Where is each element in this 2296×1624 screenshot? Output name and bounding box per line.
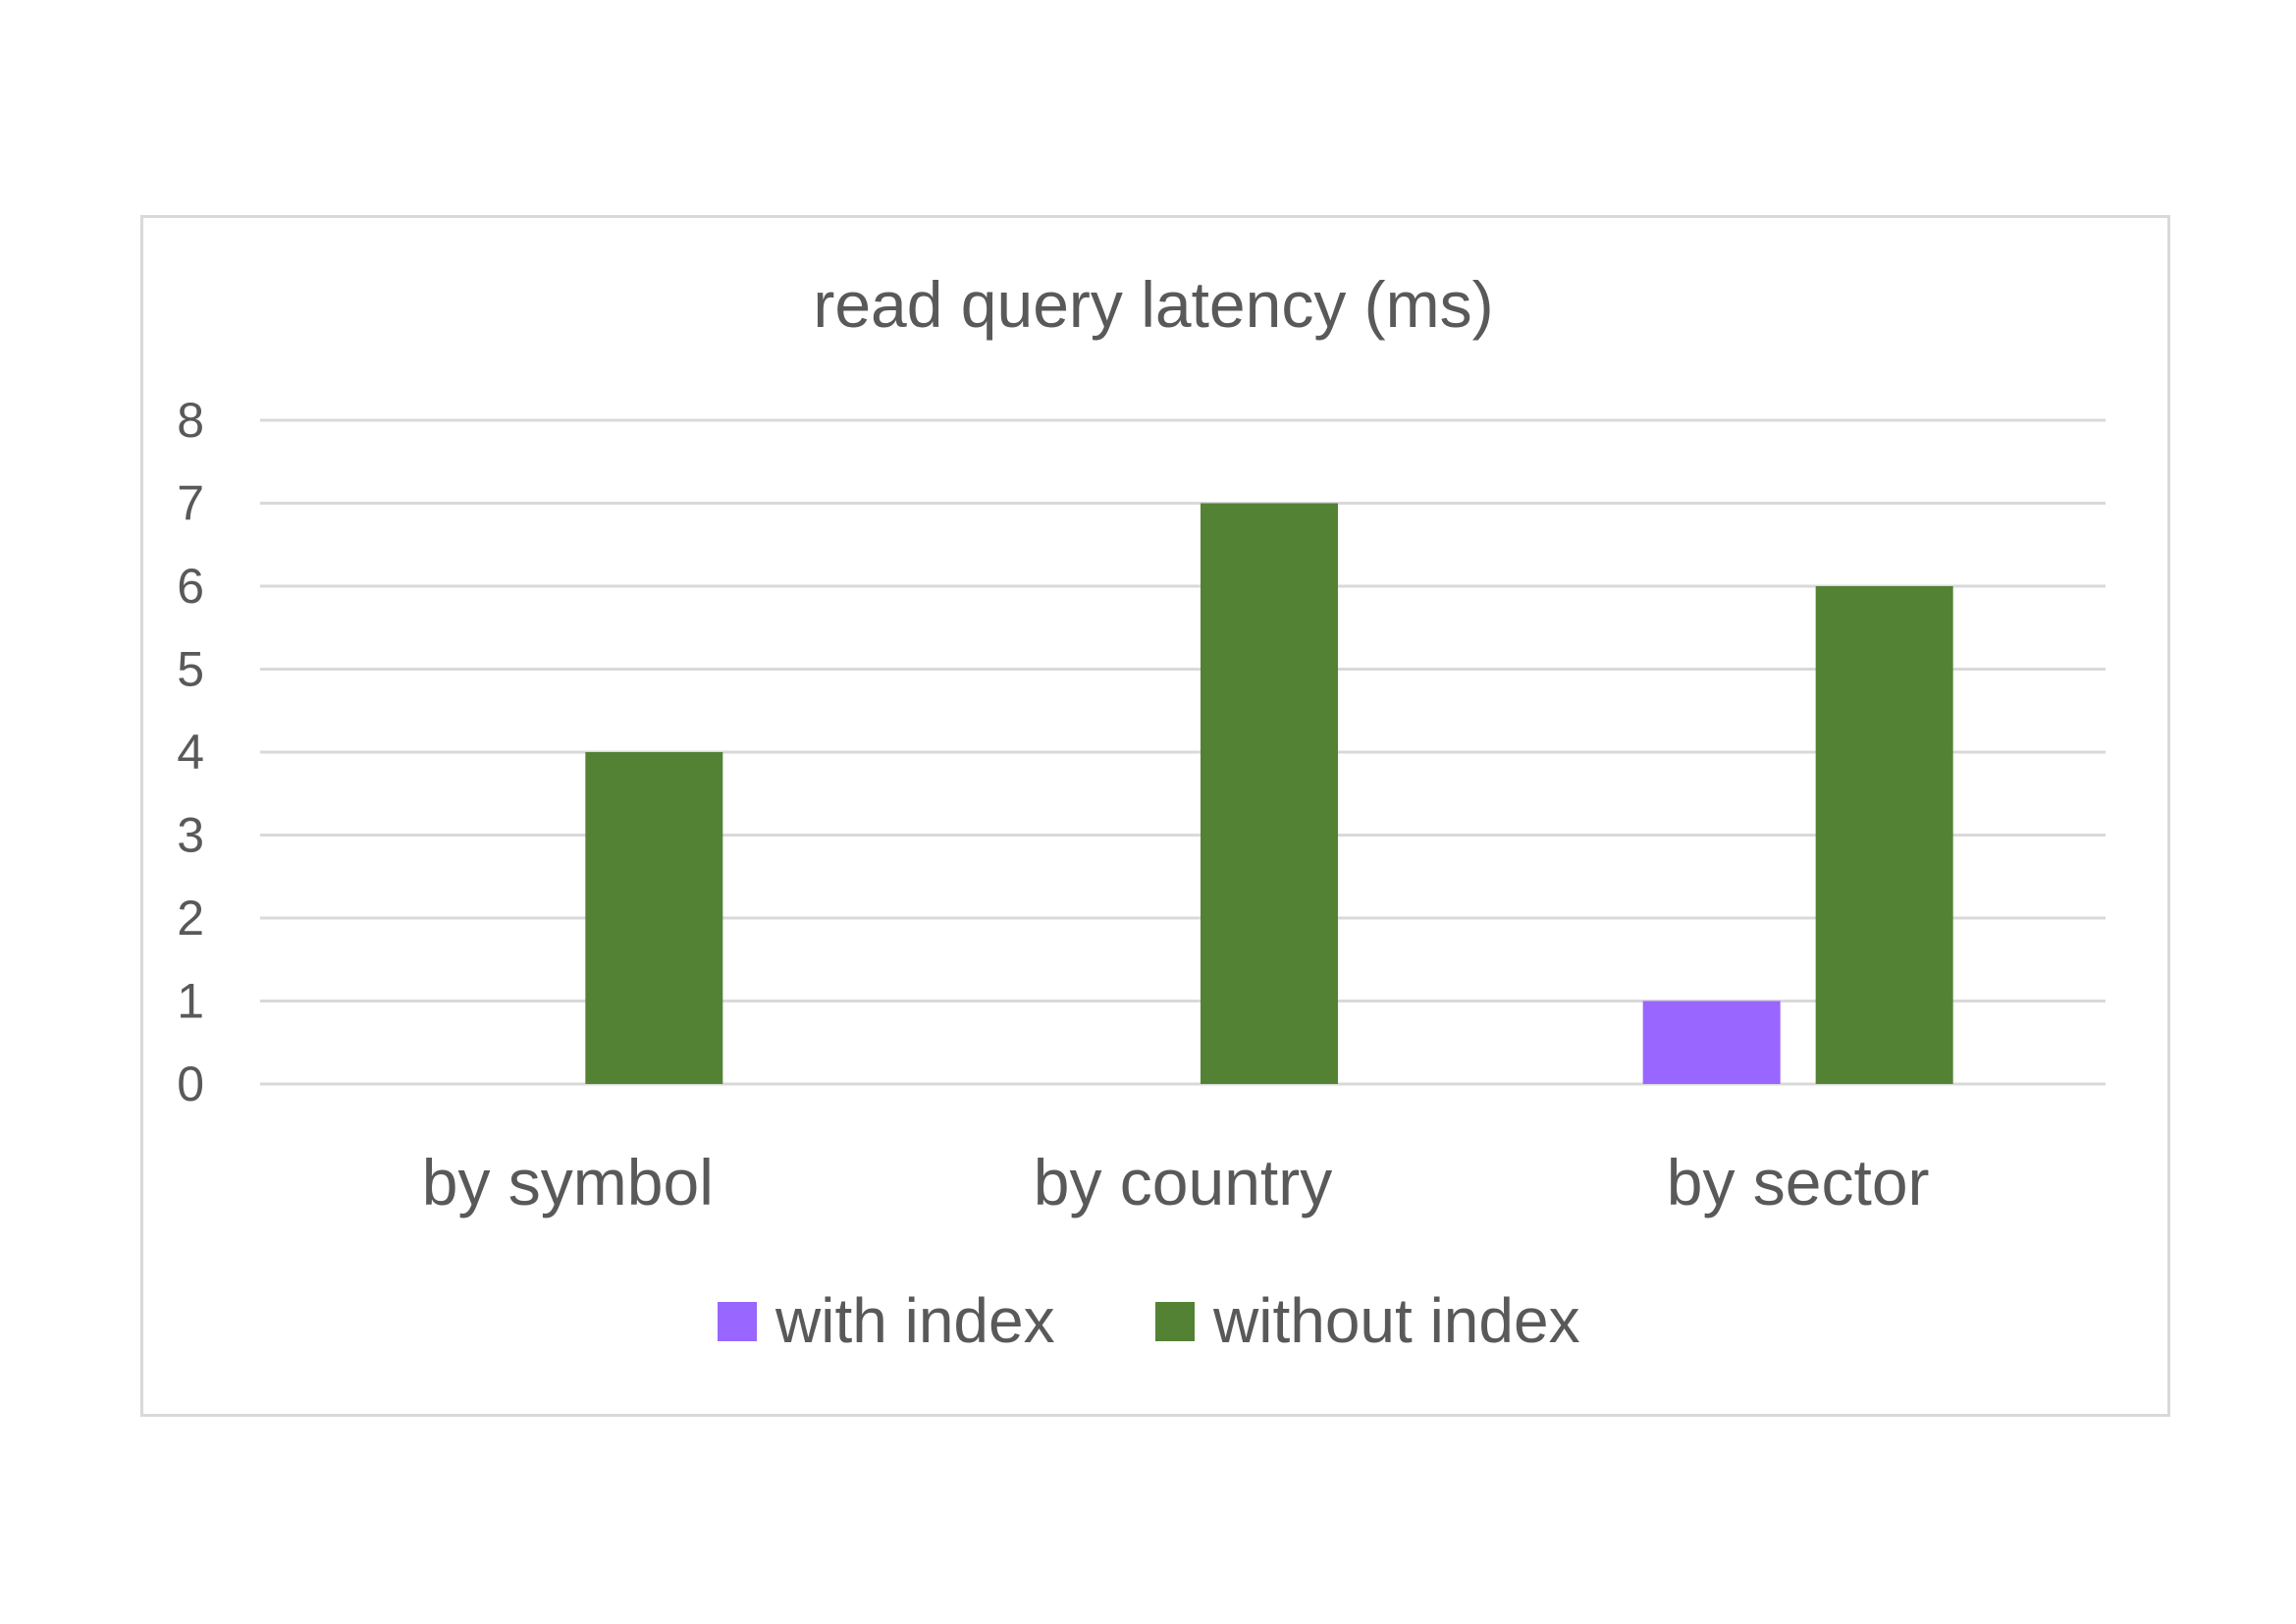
y-tick-label: 4	[177, 725, 204, 780]
y-tick-label: 6	[177, 559, 204, 614]
y-axis-ticks: 0 1 2 3 4 5 6 7 8	[177, 393, 204, 1111]
bar-without-index-0	[585, 752, 723, 1084]
gridlines	[260, 418, 2106, 1086]
legend-label: with index	[774, 1285, 1055, 1356]
y-tick-label: 2	[177, 891, 204, 946]
legend-swatch	[718, 1302, 757, 1341]
x-category-label: by sector	[1667, 1146, 1930, 1218]
x-category-label: by country	[1034, 1146, 1332, 1218]
legend-label: without index	[1212, 1285, 1580, 1356]
y-tick-label: 1	[177, 974, 204, 1029]
y-tick-label: 3	[177, 808, 204, 863]
bars	[585, 503, 1953, 1084]
y-tick-label: 5	[177, 642, 204, 697]
x-axis-categories: by symbol by country by sector	[422, 1146, 1930, 1218]
bar-without-index-1	[1201, 503, 1338, 1084]
bar-with-index-2	[1642, 1001, 1781, 1084]
legend-swatch	[1155, 1302, 1195, 1341]
x-category-label: by symbol	[422, 1146, 714, 1218]
bar-without-index-2	[1815, 586, 1953, 1084]
legend: with index without index	[718, 1285, 1580, 1356]
y-tick-label: 0	[177, 1056, 204, 1111]
y-tick-label: 7	[177, 476, 204, 531]
y-tick-label: 8	[177, 393, 204, 448]
chart-title: read query latency (ms)	[813, 268, 1493, 341]
